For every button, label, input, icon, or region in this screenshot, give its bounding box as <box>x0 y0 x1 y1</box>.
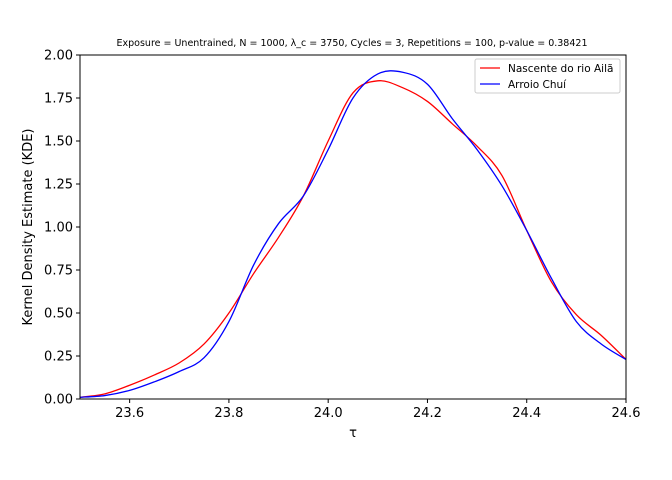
x-tick-label: 23.8 <box>214 406 243 421</box>
x-tick-label: 24.2 <box>413 406 442 421</box>
x-tick-label: 24.6 <box>612 406 641 421</box>
y-tick-label: 0.25 <box>44 350 73 365</box>
x-axis: 23.6 23.8 24.0 24.2 24.4 24.6 <box>115 399 640 421</box>
y-tick-label: 1.25 <box>44 178 73 193</box>
chart-title: Exposure = Unentrained, N = 1000, λ_c = … <box>117 38 588 49</box>
legend-label-arroio: Arroio Chuí <box>508 79 567 91</box>
series-lines <box>79 70 627 398</box>
y-tick-label: 2.00 <box>44 49 73 64</box>
legend-label-nascente: Nascente do rio Ailã <box>508 63 613 75</box>
y-tick-label: 0.50 <box>44 307 73 322</box>
x-tick-label: 24.0 <box>314 406 343 421</box>
series-line-nascente <box>79 80 627 398</box>
y-tick-label: 0.00 <box>44 393 73 408</box>
plot-frame <box>79 54 627 400</box>
legend-box <box>474 58 621 94</box>
x-axis-label: τ <box>349 426 357 441</box>
y-tick-label: 1.75 <box>44 92 73 107</box>
x-tick-label: 23.6 <box>115 406 144 421</box>
y-tick-label: 0.75 <box>44 264 73 279</box>
y-tick-label: 1.50 <box>44 135 73 150</box>
x-tick-label: 24.4 <box>512 406 541 421</box>
legend: Nascente do rio Ailã Arroio Chuí <box>474 58 621 94</box>
y-tick-label: 1.00 <box>44 221 73 236</box>
y-axis-label: Kernel Density Estimate (KDE) <box>21 129 36 326</box>
y-axis: 0.00 0.25 0.50 0.75 1.00 1.25 1.50 1.75 2.00 <box>44 49 80 408</box>
series-line-arroio <box>79 70 627 398</box>
